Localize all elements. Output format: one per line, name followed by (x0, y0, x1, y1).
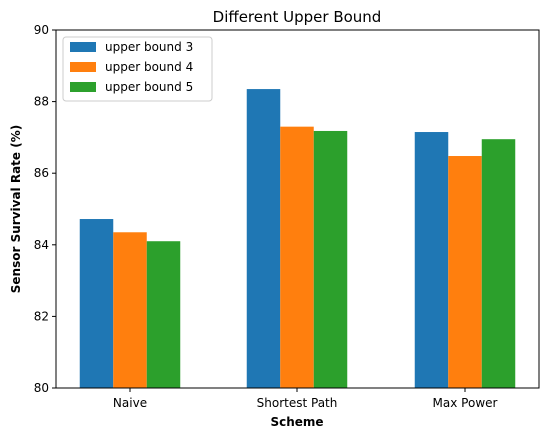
x-tick-label: Shortest Path (257, 396, 338, 410)
bar-max-power-series-2 (448, 156, 482, 388)
bar-shortest-path-series-2 (280, 126, 314, 388)
y-axis: 80 82 84 86 88 90 (34, 23, 56, 395)
y-tick-label: 82 (34, 309, 49, 323)
legend-label: upper bound 3 (105, 40, 193, 54)
x-tick-label: Max Power (433, 396, 498, 410)
legend-swatch (70, 82, 96, 92)
y-tick-label: 88 (34, 95, 49, 109)
x-axis-label: Scheme (270, 415, 323, 429)
legend-label: upper bound 5 (105, 80, 193, 94)
bar-naive-series-2 (113, 232, 147, 388)
legend-label: upper bound 4 (105, 60, 193, 74)
legend-swatch (70, 62, 96, 72)
bar-shortest-path-series-3 (313, 130, 348, 388)
legend: upper bound 3 upper bound 4 upper bound 5 (62, 36, 213, 102)
bar-naive-series-1 (79, 219, 114, 388)
bars-group (79, 89, 516, 388)
y-tick-label: 80 (34, 381, 49, 395)
bar-naive-series-3 (146, 241, 181, 388)
legend-swatch (70, 42, 96, 52)
x-tick-label: Naive (113, 396, 147, 410)
x-axis: Naive Shortest Path Max Power (113, 388, 498, 410)
y-tick-label: 84 (34, 238, 49, 252)
bar-max-power-series-3 (481, 139, 516, 388)
bar-max-power-series-1 (414, 132, 449, 388)
y-tick-label: 90 (34, 23, 49, 37)
legend-frame (62, 36, 213, 102)
chart-title: Different Upper Bound (213, 8, 382, 26)
y-axis-label: Sensor Survival Rate (%) (9, 125, 23, 293)
bar-shortest-path-series-1 (246, 89, 281, 388)
y-tick-label: 86 (34, 166, 49, 180)
